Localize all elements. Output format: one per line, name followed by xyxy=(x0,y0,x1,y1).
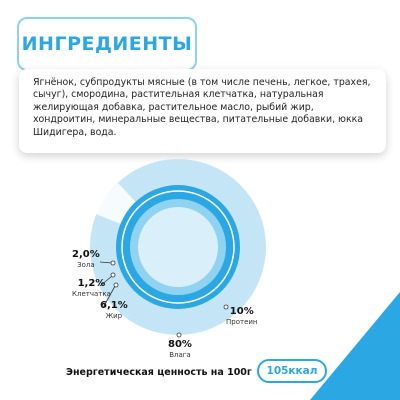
protein-label: 10% Протеин xyxy=(226,306,258,326)
ash-marker xyxy=(110,260,116,266)
protein-marker xyxy=(223,304,229,310)
moisture-marker xyxy=(176,332,182,338)
energy-label: Энергетическая ценность на 100г xyxy=(66,367,252,378)
fat-label: 6,1% Жир xyxy=(100,300,128,320)
ash-label: 2,0% Зола xyxy=(72,249,100,269)
energy-value-badge: 105ккал xyxy=(257,359,327,383)
page-title: ИНГРЕДИЕНТЫ xyxy=(21,33,193,55)
ingredients-card: Ягнёнок, субпродукты мясные (в том числе… xyxy=(19,69,386,153)
fiber-label: 1,2% Клетчатка xyxy=(72,278,111,298)
moisture-label: 80% Влага xyxy=(168,339,192,359)
inner-disk xyxy=(138,207,218,287)
fiber-marker xyxy=(110,272,116,278)
ingredients-text: Ягнёнок, субпродукты мясные (в том числе… xyxy=(33,77,371,138)
fat-marker xyxy=(113,282,119,288)
